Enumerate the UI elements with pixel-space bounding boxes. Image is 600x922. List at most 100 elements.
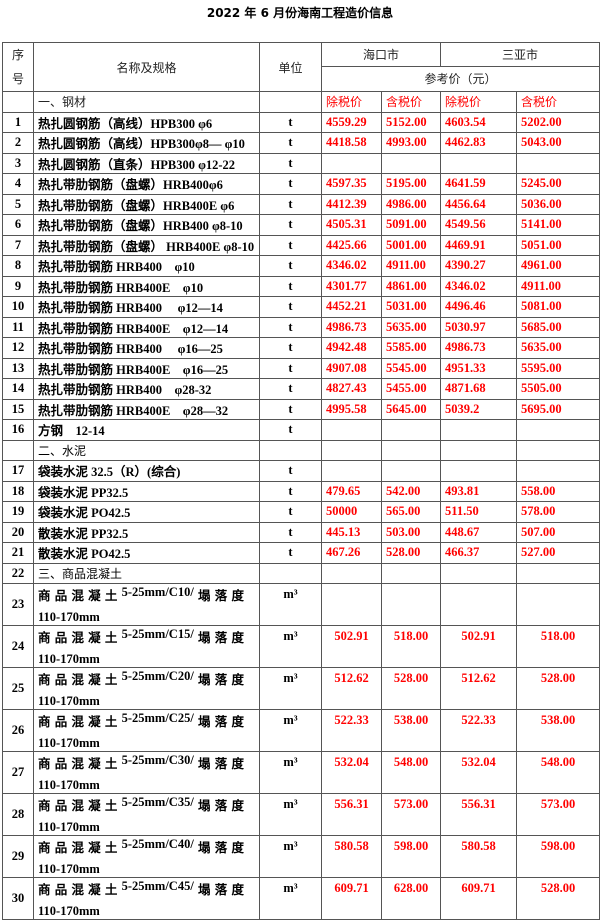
row-price: 532.04	[440, 751, 518, 794]
row-seq: 10	[2, 296, 34, 318]
table-row: 4 热扎带肋钢筋（盘螺）HRB400φ6 t 4597.35 5195.00 4641.5…	[2, 173, 600, 195]
price-table: 序号 名称及规格 单位 海口市 三亚市 参考价（元） 一、钢材 除税价 含税价 …	[2, 42, 600, 920]
table-row: 5 热扎带肋钢筋（盘螺）HRB400E φ6 t 4412.39 4986.00 4456…	[2, 193, 600, 215]
row-price: 512.62	[440, 667, 518, 710]
row-unit: t	[259, 398, 322, 420]
empty-cell	[2, 439, 34, 461]
row-price: 4452.21	[321, 296, 382, 318]
row-price: 479.65	[321, 480, 382, 502]
empty-cell	[380, 562, 442, 584]
empty-cell	[440, 562, 518, 584]
row-unit: t	[259, 480, 322, 502]
row-seq: 17	[2, 460, 34, 482]
table-row: 11 热扎带肋钢筋 HRB400E φ12—14 t 4986.73 5635.00 50…	[2, 316, 600, 338]
row-price	[440, 419, 518, 441]
row-price	[321, 152, 382, 174]
empty-cell	[259, 439, 322, 461]
table-row: 29 商品混凝土 5-25mm/C40/塌落度 110-170mm m³ 580.58 59…	[2, 835, 600, 878]
row-price: 5039.2	[440, 398, 518, 420]
header-sanya: 三亚市	[440, 42, 600, 67]
row-name-line1: 商品混凝土 5-25mm/C35/塌落度	[38, 794, 244, 813]
row-seq: 2	[2, 132, 34, 154]
row-unit: t	[259, 255, 322, 277]
row-price: 4993.00	[380, 132, 442, 154]
row-price: 493.81	[440, 480, 518, 502]
empty-cell	[380, 439, 442, 461]
row-price: 4907.08	[321, 357, 382, 379]
table-row: 6 热扎带肋钢筋（盘螺）HRB400 φ8-10 t 4505.31 5091.00 45…	[2, 214, 600, 236]
table-row: 2 热扎圆钢筋（高线）HPB300φ8— φ10 t 4418.58 4993.00 44…	[2, 132, 600, 154]
row-price: 5595.00	[516, 357, 600, 379]
row-seq: 24	[2, 625, 34, 668]
row-price: 5635.00	[380, 316, 442, 338]
row-name-line1: 商品混凝土 5-25mm/C15/塌落度	[38, 626, 244, 645]
header-haikou: 海口市	[320, 42, 442, 67]
row-price	[440, 460, 518, 482]
row-price: 4942.48	[321, 337, 382, 359]
row-price: 4871.68	[440, 378, 518, 400]
row-price: 5635.00	[516, 337, 600, 359]
row-price: 4425.66	[321, 234, 382, 256]
row-name: 热扎带肋钢筋（盘螺）HRB400 φ8-10	[33, 214, 260, 236]
row-price: 522.33	[440, 709, 518, 752]
row-price: 528.00	[516, 667, 600, 710]
row-price: 528.00	[380, 542, 442, 564]
row-price: 5545.00	[380, 357, 442, 379]
row-price: 598.00	[516, 835, 600, 878]
row-unit: m³	[259, 625, 322, 668]
row-price: 522.33	[321, 709, 382, 752]
row-price: 556.31	[321, 793, 382, 836]
row-price: 518.00	[380, 625, 442, 668]
row-name: 散装水泥 PO42.5	[33, 542, 260, 564]
row-price: 5585.00	[380, 337, 442, 359]
row-seq: 7	[2, 234, 34, 256]
header-sanya-excl-tax: 除税价	[440, 91, 518, 113]
row-seq: 25	[2, 667, 34, 710]
row-price: 5645.00	[380, 398, 442, 420]
row-name-line2: 110-170mm	[38, 693, 100, 708]
row-price: 502.91	[321, 625, 382, 668]
row-price: 4469.91	[440, 234, 518, 256]
row-unit: m³	[259, 877, 322, 920]
row-seq: 16	[2, 419, 34, 441]
table-row: 18 袋装水泥 PP32.5 t 479.65 542.00 493.81 558.00	[2, 480, 600, 502]
row-name: 热扎圆钢筋（高线）HPB300 φ6	[33, 111, 260, 133]
table-row: 19 袋装水泥 PO42.5 t 50000 565.00 511.50 578.00	[2, 501, 600, 523]
row-name: 热扎带肋钢筋（盘螺）HRB400φ6	[33, 173, 260, 195]
row-price	[516, 460, 600, 482]
row-price: 511.50	[440, 501, 518, 523]
row-name: 商品混凝土 5-25mm/C25/塌落度 110-170mm	[33, 709, 260, 752]
row-name-line2: 110-170mm	[38, 735, 100, 750]
row-seq: 6	[2, 214, 34, 236]
row-price	[380, 460, 442, 482]
row-unit: t	[259, 173, 322, 195]
row-seq: 14	[2, 378, 34, 400]
row-price: 5091.00	[380, 214, 442, 236]
row-price: 4346.02	[321, 255, 382, 277]
section-row: 二、水泥	[2, 439, 600, 461]
row-price: 5141.00	[516, 214, 600, 236]
row-name: 袋装水泥 PO42.5	[33, 501, 260, 523]
row-price: 542.00	[380, 480, 442, 502]
row-seq: 12	[2, 337, 34, 359]
row-unit: t	[259, 275, 322, 297]
row-name: 商品混凝土 5-25mm/C35/塌落度 110-170mm	[33, 793, 260, 836]
row-seq: 13	[2, 357, 34, 379]
empty-cell	[321, 562, 382, 584]
empty-cell	[516, 562, 600, 584]
row-price: 548.00	[380, 751, 442, 794]
table-row: 14 热扎带肋钢筋 HRB400 φ28-32 t 4827.43 5455.00 487…	[2, 378, 600, 400]
row-unit: t	[259, 132, 322, 154]
row-price	[321, 419, 382, 441]
row-price: 4456.64	[440, 193, 518, 215]
row-unit: t	[259, 152, 322, 174]
table-row: 8 热扎带肋钢筋 HRB400 φ10 t 4346.02 4911.00 4390.27…	[2, 255, 600, 277]
empty-cell	[516, 439, 600, 461]
row-name: 袋装水泥 PP32.5	[33, 480, 260, 502]
row-name: 热扎带肋钢筋 HRB400 φ12—14	[33, 296, 260, 318]
row-price	[516, 152, 600, 174]
row-price: 5031.00	[380, 296, 442, 318]
row-unit: m³	[259, 583, 322, 626]
row-price: 448.67	[440, 521, 518, 543]
section-cement: 二、水泥	[33, 439, 260, 461]
